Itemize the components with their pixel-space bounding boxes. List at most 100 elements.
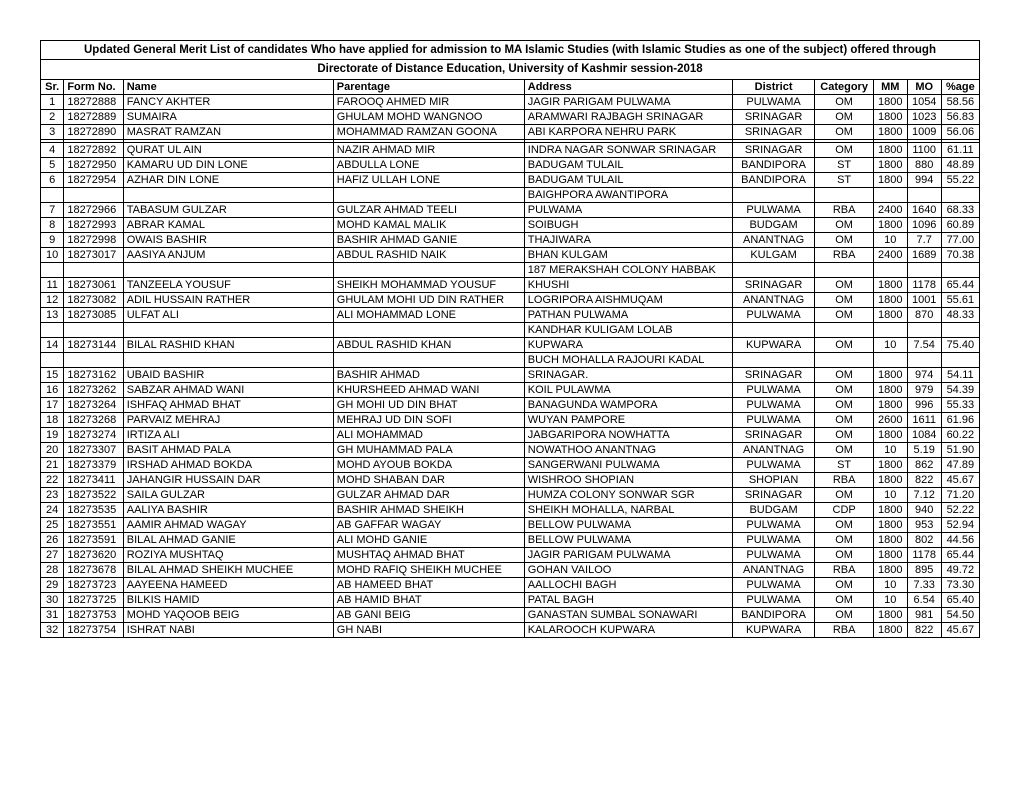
table-cell: AALIYA BASHIR (123, 502, 333, 517)
table-cell: 18272966 (64, 202, 123, 217)
table-cell: PULWAMA (732, 517, 815, 532)
table-cell: ABDUL RASHID NAIK (333, 247, 524, 262)
table-cell: BAIGHPORA AWANTIPORA (524, 187, 732, 202)
table-cell: LOGRIPORA AISHMUQAM (524, 292, 732, 307)
table-cell: 1054 (907, 94, 941, 109)
table-cell: 2 (41, 109, 64, 124)
table-cell: BANDIPORA (732, 172, 815, 187)
table-cell: BILAL RASHID KHAN (123, 337, 333, 352)
table-cell: 10 (873, 577, 907, 592)
table-cell: MASRAT RAMZAN (123, 124, 333, 139)
table-cell: PULWAMA (524, 202, 732, 217)
table-cell: RBA (815, 562, 873, 577)
table-cell: SRINAGAR (732, 277, 815, 292)
table-cell: 30 (41, 592, 64, 607)
column-header: District (732, 79, 815, 94)
table-cell: 1178 (907, 277, 941, 292)
table-cell: KUPWARA (732, 622, 815, 637)
table-cell: BILAL AHMAD GANIE (123, 532, 333, 547)
table-cell: 10 (873, 487, 907, 502)
table-cell: ALI MOHD GANIE (333, 532, 524, 547)
table-row: 2318273522SAILA GULZARGULZAR AHMAD DARHU… (41, 487, 980, 502)
table-cell: BHAN KULGAM (524, 247, 732, 262)
table-cell: 16 (41, 382, 64, 397)
table-cell: AZHAR DIN LONE (123, 172, 333, 187)
table-cell: 51.90 (941, 442, 979, 457)
table-cell: 18273061 (64, 277, 123, 292)
table-cell (123, 322, 333, 337)
table-cell: 10 (41, 247, 64, 262)
table-cell: 974 (907, 367, 941, 382)
table-cell: 1023 (907, 109, 941, 124)
table-row: 118272888FANCY AKHTERFAROOQ AHMED MIRJAG… (41, 94, 980, 109)
table-cell: JAHANGIR HUSSAIN DAR (123, 472, 333, 487)
table-cell: JAGIR PARIGAM PULWAMA (524, 547, 732, 562)
table-cell: 18273307 (64, 442, 123, 457)
table-cell: OM (815, 487, 873, 502)
table-cell: INDRA NAGAR SONWAR SRINAGAR (524, 142, 732, 157)
table-cell: 12 (41, 292, 64, 307)
table-row: 1918273274IRTIZA ALIALI MOHAMMADJABGARIP… (41, 427, 980, 442)
merit-list-table: Updated General Merit List of candidates… (40, 40, 980, 638)
table-cell: PULWAMA (732, 457, 815, 472)
table-row: 2218273411JAHANGIR HUSSAIN DARMOHD SHABA… (41, 472, 980, 487)
table-cell: 18273262 (64, 382, 123, 397)
table-cell: ADIL HUSSAIN RATHER (123, 292, 333, 307)
table-cell: 28 (41, 562, 64, 577)
table-cell: 18273085 (64, 307, 123, 322)
table-cell: 994 (907, 172, 941, 187)
table-cell: SAILA GULZAR (123, 487, 333, 502)
table-cell (907, 322, 941, 337)
table-cell (907, 187, 941, 202)
table-cell (41, 262, 64, 277)
table-cell: 65.40 (941, 592, 979, 607)
table-cell: MOHAMMAD RAMZAN GOONA (333, 124, 524, 139)
table-cell: ALI MOHAMMAD (333, 427, 524, 442)
table-cell: ABI KARPORA NEHRU PARK (524, 124, 732, 139)
table-cell: 1 (41, 94, 64, 109)
column-header: MO (907, 79, 941, 94)
table-cell: 1800 (873, 292, 907, 307)
table-cell: 18273144 (64, 337, 123, 352)
table-cell: 48.89 (941, 157, 979, 172)
table-cell: 10 (873, 337, 907, 352)
table-cell: OM (815, 607, 873, 622)
table-cell: ANANTNAG (732, 292, 815, 307)
table-cell: AASIYA ANJUM (123, 247, 333, 262)
table-cell: 18272998 (64, 232, 123, 247)
table-cell: 2400 (873, 202, 907, 217)
table-cell: 18272950 (64, 157, 123, 172)
table-cell: PULWAMA (732, 412, 815, 427)
table-cell: ABDUL RASHID KHAN (333, 337, 524, 352)
table-row: 2918273723AAYEENA HAMEEDAB HAMEED BHATAA… (41, 577, 980, 592)
table-row: 1118273061TANZEELA YOUSUFSHEIKH MOHAMMAD… (41, 277, 980, 292)
table-cell: 56.06 (941, 124, 979, 139)
table-cell: ISHFAQ AHMAD BHAT (123, 397, 333, 412)
table-cell: 73.30 (941, 577, 979, 592)
table-cell: 979 (907, 382, 941, 397)
table-cell: ANANTNAG (732, 562, 815, 577)
table-row: 2018273307BASIT AHMAD PALAGH MUHAMMAD PA… (41, 442, 980, 457)
table-cell: 19 (41, 427, 64, 442)
table-cell: SHOPIAN (732, 472, 815, 487)
table-cell: 18273162 (64, 367, 123, 382)
table-cell: PULWAMA (732, 592, 815, 607)
table-row: 818272993ABRAR KAMALMOHD KAMAL MALIKSOIB… (41, 217, 980, 232)
table-cell: ARAMWARI RAJBAGH SRINAGAR (524, 109, 732, 124)
table-cell: OWAIS BASHIR (123, 232, 333, 247)
table-cell: SRINAGAR. (524, 367, 732, 382)
table-cell: 60.89 (941, 217, 979, 232)
table-cell: OM (815, 382, 873, 397)
table-row: 1418273144BILAL RASHID KHANABDUL RASHID … (41, 337, 980, 352)
table-row: 218272889SUMAIRAGHULAM MOHD WANGNOOARAMW… (41, 109, 980, 124)
table-cell: ABDULLA LONE (333, 157, 524, 172)
table-cell: PULWAMA (732, 397, 815, 412)
table-cell: 18272888 (64, 94, 123, 109)
table-cell: WISHROO SHOPIAN (524, 472, 732, 487)
table-cell (732, 322, 815, 337)
table-cell: 29 (41, 577, 64, 592)
title-row-2: Directorate of Distance Education, Unive… (41, 60, 980, 79)
table-cell: 31 (41, 607, 64, 622)
table-cell: 1800 (873, 217, 907, 232)
table-cell: KHURSHEED AHMAD WANI (333, 382, 524, 397)
